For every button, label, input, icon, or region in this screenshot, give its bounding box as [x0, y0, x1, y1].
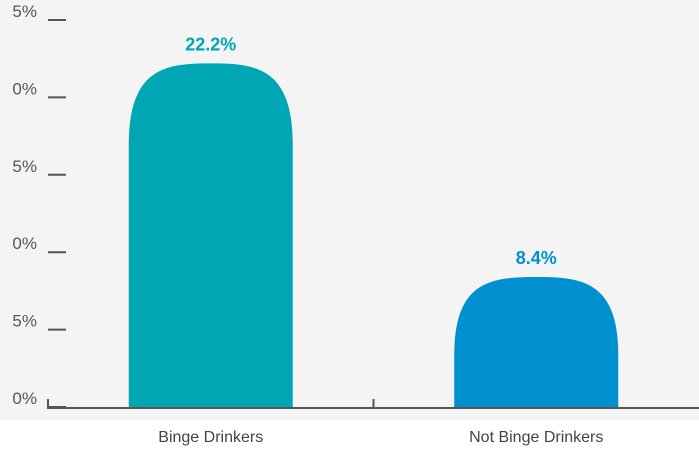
x-axis: Binge Drinkers Not Binge Drinkers — [47, 399, 699, 446]
y-tick-label: 5% — [12, 312, 37, 331]
y-tick-label: 0% — [12, 79, 37, 98]
category-label-1: Binge Drinkers — [158, 429, 263, 446]
category-label-2: Not Binge Drinkers — [469, 429, 603, 446]
bars: 22.2% 8.4% — [128, 34, 619, 408]
y-tick-label: 0% — [12, 389, 37, 408]
bar-1 — [128, 63, 293, 408]
data-label-2: 8.4% — [516, 248, 557, 268]
y-tick-label: 0% — [12, 234, 37, 253]
y-axis: 0% 5% 0% 5% 0% 5% — [12, 2, 66, 408]
data-label-1: 22.2% — [185, 34, 236, 54]
bar-2 — [454, 276, 619, 407]
y-tick-label: 5% — [12, 2, 37, 21]
y-tick-label: 5% — [12, 157, 37, 176]
